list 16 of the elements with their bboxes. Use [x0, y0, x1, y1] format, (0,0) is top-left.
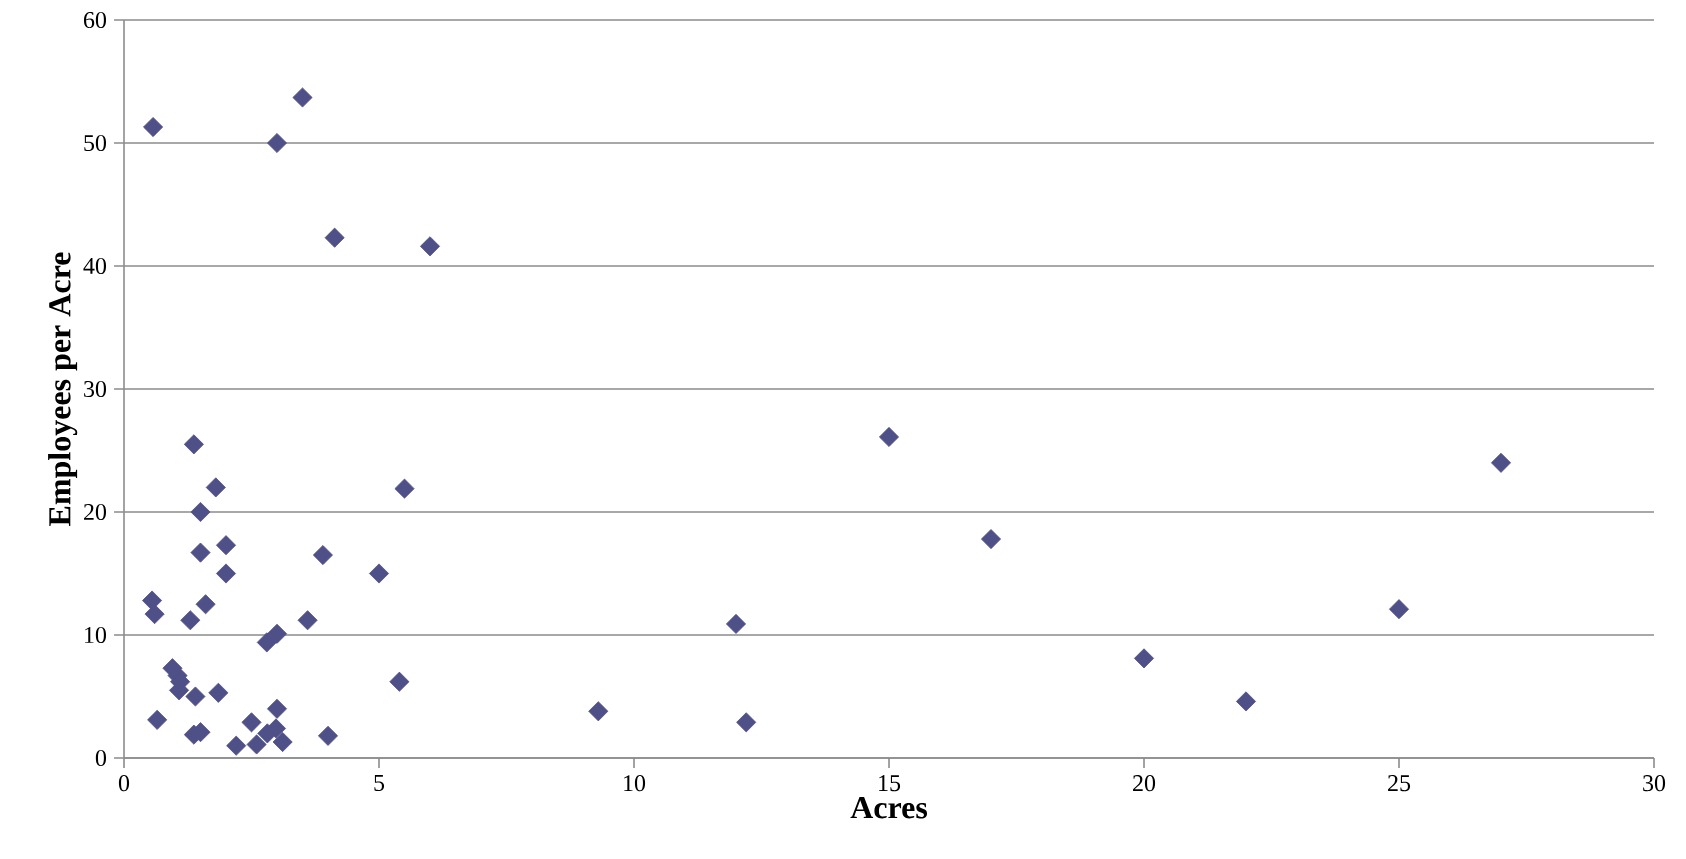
x-tick-label: 30 — [1643, 775, 1666, 792]
y-tick-label: 30 — [84, 380, 107, 398]
x-axis-title: Acres — [850, 797, 928, 819]
y-tick-label: 40 — [83, 257, 107, 275]
x-tick-label: 0 — [118, 775, 130, 792]
x-tick-label: 5 — [374, 775, 385, 791]
x-tick-label: 25 — [1388, 775, 1411, 792]
y-tick-label: 50 — [84, 134, 107, 152]
y-tick-label: 20 — [84, 503, 107, 521]
y-axis-title: Employees per Acre — [48, 252, 78, 526]
y-tick-label: 0 — [95, 749, 107, 767]
x-tick-label: 20 — [1133, 775, 1156, 792]
y-tick-label: 60 — [83, 11, 107, 29]
y-tick-label: 10 — [85, 626, 107, 644]
x-tick-label: 10 — [624, 775, 646, 792]
x-tick-label: 15 — [879, 775, 901, 792]
